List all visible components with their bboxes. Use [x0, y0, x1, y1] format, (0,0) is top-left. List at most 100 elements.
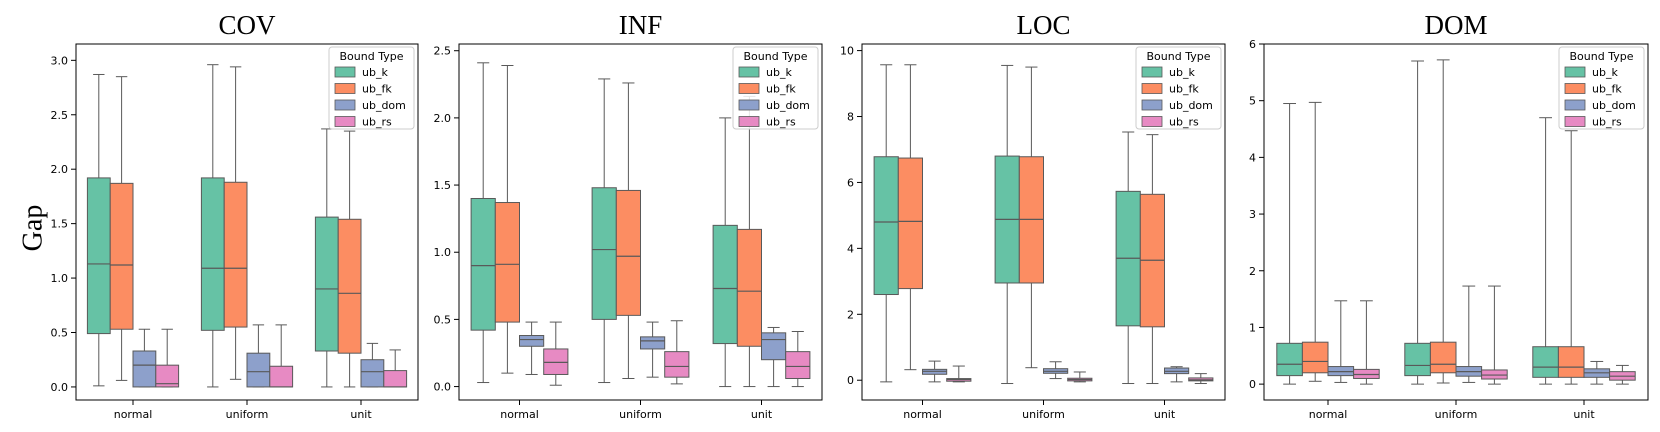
box-cov-uniform-ub_fk — [223, 181, 248, 328]
x-tick-label-loc: unit — [1154, 408, 1176, 421]
legend-label-cov-ub_dom: ub_dom — [362, 99, 406, 112]
legend-swatch-loc-ub_k — [1141, 66, 1163, 78]
x-tick-label-cov: normal — [114, 408, 153, 421]
box-cov-uniform-ub_dom — [246, 352, 271, 388]
legend-label-loc-ub_rs: ub_rs — [1169, 116, 1199, 129]
y-tick-label-inf: 0.0 — [434, 381, 452, 394]
box-loc-normal-ub_fk — [897, 157, 923, 290]
plot-frame-dom — [1263, 43, 1649, 401]
box-dom-uniform-ub_fk — [1429, 341, 1457, 374]
box-dom-normal-ub_k — [1276, 342, 1303, 377]
panel-title-inf: INF — [619, 10, 663, 40]
legend-swatch-dom-ub_rs — [1564, 116, 1586, 127]
y-tick-label-inf: 2.5 — [434, 45, 452, 58]
plot-frame-inf — [458, 43, 823, 401]
x-tick-label-inf: unit — [751, 408, 773, 421]
box-dom-normal-ub_fk — [1301, 341, 1329, 374]
y-tick-label-cov: 0.0 — [51, 381, 69, 394]
box-cov-uniform-ub_k — [200, 177, 225, 331]
x-tick-label-loc: uniform — [1022, 408, 1065, 421]
box-inf-unit-ub_k — [712, 224, 738, 345]
box-loc-normal-ub_k — [873, 156, 899, 296]
box-cov-unit-ub_fk — [337, 218, 362, 354]
legend-label-inf-ub_k: ub_k — [766, 66, 792, 79]
legend-swatch-inf-ub_k — [738, 66, 760, 78]
x-tick-label-loc: normal — [903, 408, 942, 421]
legend-swatch-cov-ub_dom — [334, 99, 356, 111]
legend-label-inf-ub_fk: ub_fk — [766, 83, 796, 96]
box-inf-uniform-ub_dom — [640, 336, 666, 350]
y-tick-label-dom: 3 — [1249, 208, 1256, 221]
y-tick-label-loc: 4 — [847, 242, 854, 255]
box-inf-normal-ub_dom — [519, 335, 545, 347]
y-tick-label-dom: 4 — [1249, 151, 1256, 164]
x-tick-label-dom: uniform — [1435, 408, 1478, 421]
box-dom-uniform-ub_k — [1404, 342, 1431, 377]
box-inf-normal-ub_rs — [543, 348, 569, 375]
box-cov-normal-ub_fk — [109, 182, 134, 330]
x-tick-label-inf: normal — [500, 408, 539, 421]
legend-label-dom-ub_k: ub_k — [1592, 66, 1618, 79]
x-tick-label-dom: normal — [1309, 408, 1348, 421]
y-tick-label-loc: 8 — [847, 111, 854, 124]
legend-swatch-loc-ub_fk — [1141, 83, 1163, 94]
x-tick-label-dom: unit — [1573, 408, 1595, 421]
legend-swatch-cov-ub_rs — [334, 116, 356, 127]
legend-label-cov-ub_fk: ub_fk — [362, 83, 392, 96]
y-tick-label-loc: 10 — [840, 45, 854, 58]
legend-swatch-inf-ub_fk — [738, 83, 760, 94]
box-dom-unit-ub_fk — [1557, 346, 1585, 378]
legend-title-cov: Bound Type — [340, 50, 404, 63]
y-tick-label-dom: 5 — [1249, 95, 1256, 108]
plot-frame-cov — [75, 43, 419, 401]
x-tick-label-cov: unit — [350, 408, 372, 421]
legend-title-loc: Bound Type — [1147, 50, 1211, 63]
plot-frame-loc — [861, 43, 1226, 401]
box-inf-uniform-ub_fk — [615, 189, 641, 316]
box-dom-unit-ub_k — [1532, 346, 1559, 378]
legend-label-dom-ub_dom: ub_dom — [1592, 99, 1636, 112]
panel-title-loc: LOC — [1017, 10, 1071, 40]
panel-title-dom: DOM — [1424, 10, 1487, 40]
y-tick-label-inf: 1.5 — [434, 179, 452, 192]
y-tick-label-inf: 1.0 — [434, 246, 452, 259]
legend-swatch-dom-ub_fk — [1564, 83, 1586, 94]
box-inf-uniform-ub_rs — [664, 351, 690, 378]
legend-swatch-dom-ub_dom — [1564, 99, 1586, 111]
legend-swatch-loc-ub_dom — [1141, 99, 1163, 111]
y-tick-label-cov: 3.0 — [51, 54, 69, 67]
y-tick-label-dom: 1 — [1249, 321, 1256, 334]
box-cov-unit-ub_dom — [360, 359, 385, 388]
box-cov-unit-ub_rs — [383, 370, 408, 388]
legend-swatch-inf-ub_rs — [738, 116, 760, 127]
legend-label-dom-ub_rs: ub_rs — [1592, 116, 1622, 129]
legend-swatch-dom-ub_k — [1564, 66, 1586, 78]
box-cov-uniform-ub_rs — [269, 365, 294, 388]
y-tick-label-cov: 2.0 — [51, 163, 69, 176]
y-tick-label-loc: 6 — [847, 176, 854, 189]
legend-label-inf-ub_dom: ub_dom — [766, 99, 810, 112]
y-tick-label-inf: 0.5 — [434, 313, 452, 326]
legend-title-dom: Bound Type — [1570, 50, 1634, 63]
legend-swatch-cov-ub_fk — [334, 83, 356, 94]
panel-title-cov: COV — [218, 10, 276, 40]
y-tick-label-cov: 1.0 — [51, 272, 69, 285]
box-inf-normal-ub_fk — [494, 202, 520, 323]
box-cov-normal-ub_k — [86, 177, 111, 335]
legend-label-loc-ub_dom: ub_dom — [1169, 99, 1213, 112]
box-cov-normal-ub_dom — [132, 350, 157, 388]
box-cov-unit-ub_k — [314, 216, 339, 352]
legend-label-cov-ub_k: ub_k — [362, 66, 388, 79]
box-inf-unit-ub_dom — [761, 332, 787, 361]
legend-label-inf-ub_rs: ub_rs — [766, 116, 796, 129]
box-inf-unit-ub_fk — [736, 228, 762, 347]
y-tick-label-loc: 0 — [847, 374, 854, 387]
y-tick-label-cov: 0.5 — [51, 327, 69, 340]
legend-swatch-inf-ub_dom — [738, 99, 760, 111]
legend-label-dom-ub_fk: ub_fk — [1592, 83, 1622, 96]
y-tick-label-inf: 2.0 — [434, 112, 452, 125]
legend-swatch-cov-ub_k — [334, 66, 356, 78]
legend-label-cov-ub_rs: ub_rs — [362, 116, 392, 129]
x-tick-label-inf: uniform — [619, 408, 662, 421]
